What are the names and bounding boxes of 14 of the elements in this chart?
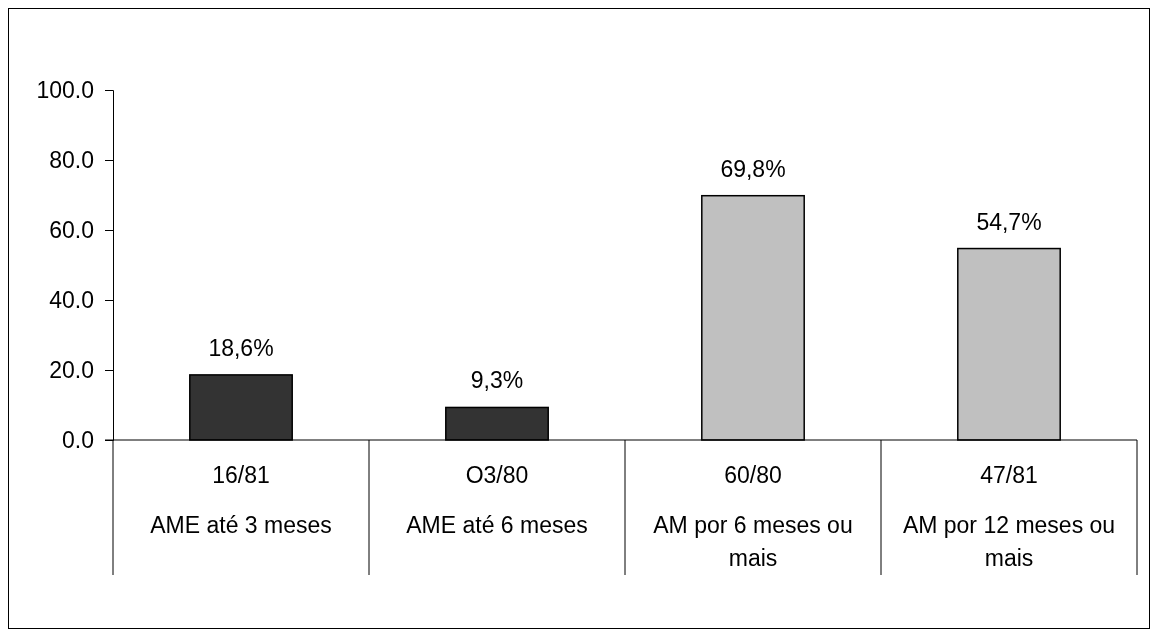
y-tick-label: 40.0	[49, 286, 94, 313]
y-tick-label: 80.0	[49, 146, 94, 173]
data-label: 69,8%	[720, 155, 786, 182]
y-tick-label: 20.0	[49, 356, 94, 383]
data-label: 9,3%	[470, 367, 524, 394]
x-tick-label: 60/80 AM por 6 meses ou mais	[653, 462, 853, 571]
x-tick-label: 16/81 AME até 3 meses	[150, 462, 332, 538]
x-tick-label: O3/80 AME até 6 meses	[406, 462, 588, 538]
data-label: 54,7%	[976, 208, 1042, 235]
y-tick-label: 100.0	[36, 76, 94, 103]
data-label: 18,6%	[208, 334, 274, 361]
y-tick-label: 60.0	[49, 216, 94, 243]
x-tick-label: 47/81 AM por 12 meses ou mais	[902, 462, 1116, 571]
y-tick-label: 0.0	[62, 426, 94, 453]
